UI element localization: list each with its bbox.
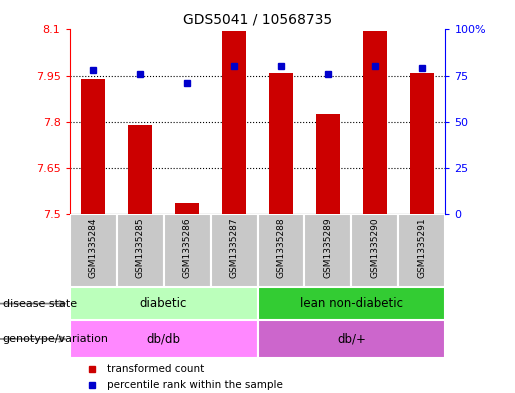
Bar xyxy=(269,73,293,214)
Text: GSM1335284: GSM1335284 xyxy=(89,218,97,278)
Bar xyxy=(164,214,211,287)
Bar xyxy=(128,125,152,214)
Bar xyxy=(399,214,445,287)
Title: GDS5041 / 10568735: GDS5041 / 10568735 xyxy=(183,13,332,27)
Text: genotype/variation: genotype/variation xyxy=(3,334,109,344)
Text: GSM1335285: GSM1335285 xyxy=(135,218,145,279)
Text: transformed count: transformed count xyxy=(107,364,204,374)
Text: percentile rank within the sample: percentile rank within the sample xyxy=(107,380,283,390)
Bar xyxy=(70,214,116,287)
Text: GSM1335289: GSM1335289 xyxy=(323,218,333,279)
Bar xyxy=(258,287,445,320)
Bar xyxy=(316,114,340,214)
Text: GSM1335288: GSM1335288 xyxy=(277,218,285,279)
Bar xyxy=(175,204,199,214)
Bar xyxy=(410,73,434,214)
Text: disease state: disease state xyxy=(3,299,77,309)
Bar xyxy=(116,214,164,287)
Text: GSM1335290: GSM1335290 xyxy=(370,218,380,279)
Text: db/db: db/db xyxy=(146,332,181,345)
Bar xyxy=(258,320,445,358)
Text: lean non-diabetic: lean non-diabetic xyxy=(300,297,403,310)
Text: diabetic: diabetic xyxy=(140,297,187,310)
Bar xyxy=(70,320,258,358)
Bar xyxy=(211,214,258,287)
Bar xyxy=(352,214,399,287)
Text: GSM1335286: GSM1335286 xyxy=(182,218,192,279)
Bar xyxy=(304,214,352,287)
Text: GSM1335287: GSM1335287 xyxy=(230,218,238,279)
Bar xyxy=(258,214,304,287)
Bar xyxy=(363,31,387,214)
Bar xyxy=(81,79,105,214)
Text: db/+: db/+ xyxy=(337,332,366,345)
Bar xyxy=(222,31,246,214)
Bar xyxy=(70,287,258,320)
Text: GSM1335291: GSM1335291 xyxy=(418,218,426,279)
